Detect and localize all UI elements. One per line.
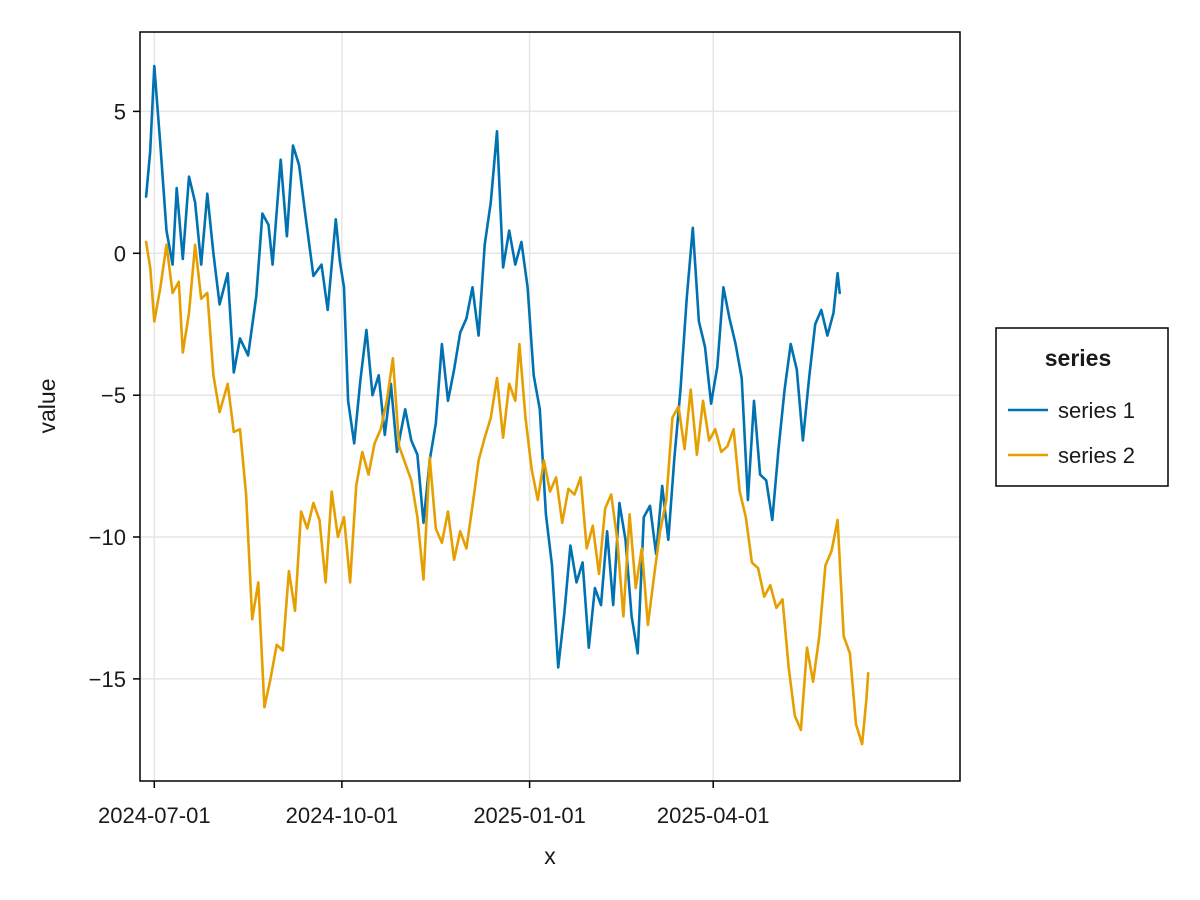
series-line-2 — [144, 240, 870, 746]
gridlines — [140, 32, 960, 781]
plot-frame — [139, 31, 961, 782]
series-line-1 — [144, 64, 841, 669]
axis-ticks — [133, 110, 714, 788]
x-tick-label: 2025-04-01 — [657, 803, 770, 828]
x-tick-label: 2024-10-01 — [286, 803, 399, 828]
y-axis-label: value — [34, 379, 60, 434]
x-axis-label: x — [544, 843, 556, 869]
legend-title: series — [1045, 345, 1112, 371]
y-tick-label: −5 — [101, 383, 126, 408]
y-tick-label: −10 — [89, 525, 126, 550]
y-tick-label: −15 — [89, 667, 126, 692]
y-tick-label: 0 — [114, 241, 126, 266]
tick-labels: 2024-07-01 2024-10-01 2025-01-01 2025-04-01… — [89, 99, 770, 828]
legend-label-series-1: series 1 — [1058, 398, 1135, 423]
y-tick-label: 5 — [114, 99, 126, 124]
legend-label-series-2: series 2 — [1058, 443, 1135, 468]
legend: series series 1 series 2 — [995, 327, 1169, 487]
legend-box — [995, 327, 1169, 487]
series-lines — [144, 64, 870, 746]
x-tick-label: 2025-01-01 — [473, 803, 586, 828]
x-tick-label: 2024-07-01 — [98, 803, 211, 828]
